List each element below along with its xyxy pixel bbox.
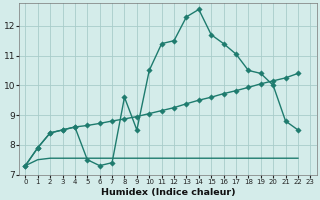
X-axis label: Humidex (Indice chaleur): Humidex (Indice chaleur) bbox=[100, 188, 235, 197]
